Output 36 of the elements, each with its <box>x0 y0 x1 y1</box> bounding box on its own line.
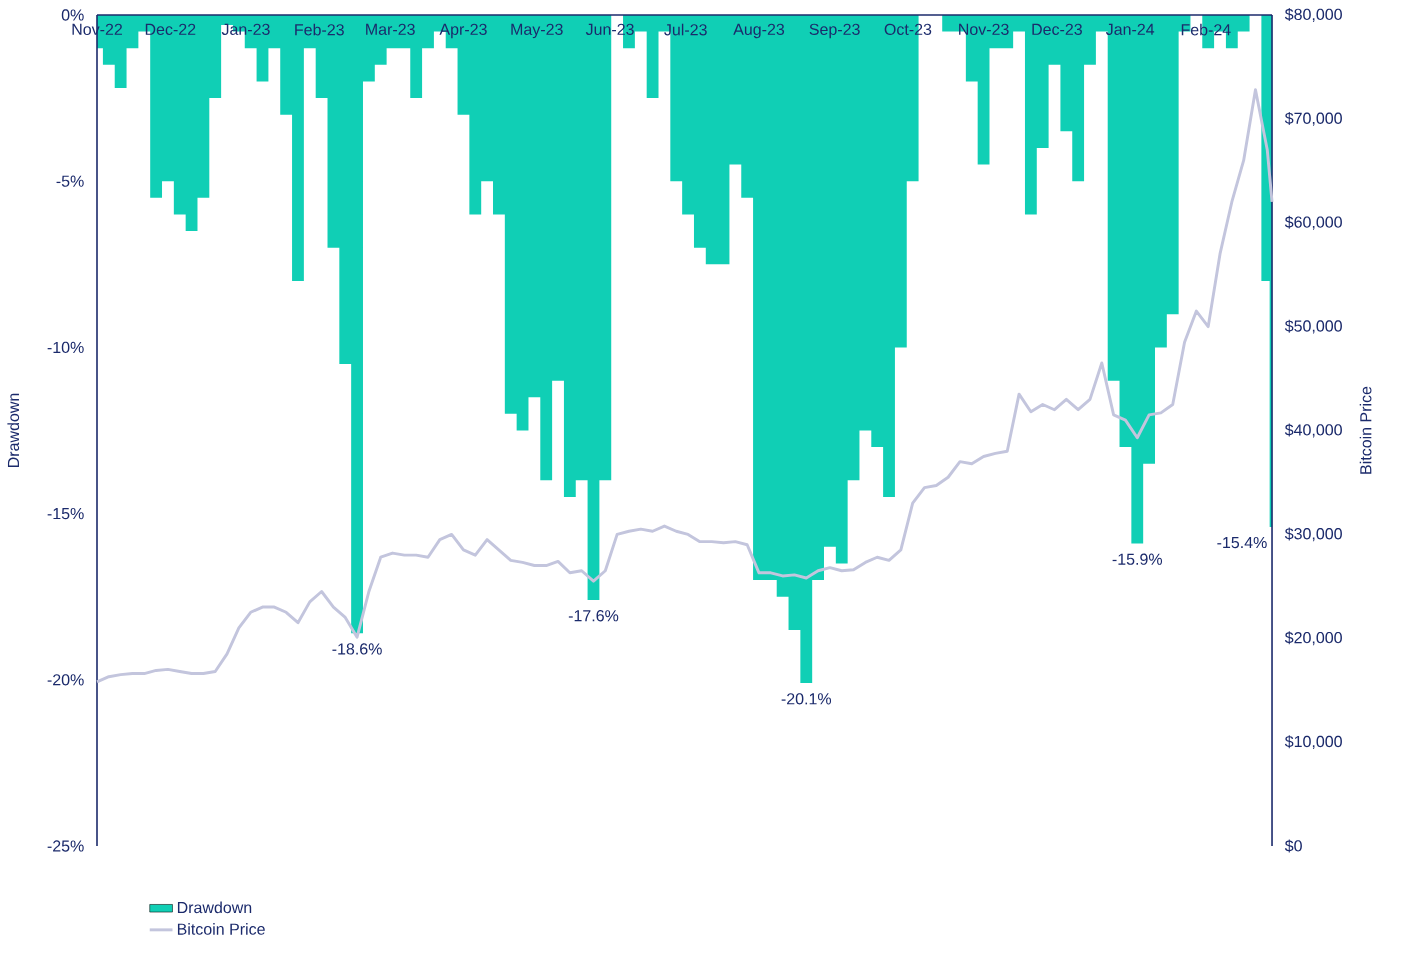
x-tick-label: Feb-23 <box>295 23 344 36</box>
y2-axis-title: Bitcoin Price <box>1359 386 1372 474</box>
x-tick-label: Nov-22 <box>72 23 122 36</box>
y-tick-label: -10% <box>47 341 84 354</box>
x-tick-label: Aug-23 <box>733 23 785 39</box>
y2-tick-label: $10,000 <box>1284 735 1342 750</box>
y2-tick-label: $40,000 <box>1284 423 1342 438</box>
y2-tick-label: $70,000 <box>1284 111 1342 126</box>
y-tick-label: -5% <box>56 175 84 187</box>
y-tick-label: 0% <box>61 9 84 21</box>
y-tick-label: -25% <box>47 840 84 852</box>
annotation: -20.1% <box>781 693 832 705</box>
y2-tick-label: $80,000 <box>1284 8 1342 22</box>
x-tick-label: Nov-23 <box>959 23 1009 36</box>
x-tick-label: Jul-23 <box>664 23 707 36</box>
y-axis-title: Drawdown <box>7 393 20 467</box>
x-tick-label: May-23 <box>511 23 563 39</box>
x-tick-label: Apr-23 <box>439 23 487 39</box>
annotation: -18.6% <box>332 643 382 655</box>
x-tick-label: Dec-22 <box>145 23 196 36</box>
x-tick-label: Jan-24 <box>1105 23 1155 36</box>
x-tick-label: Dec-23 <box>1032 23 1082 36</box>
annotation: -15.4% <box>1217 536 1267 549</box>
y2-tick-label: $20,000 <box>1284 631 1342 646</box>
legend-label: Drawdown <box>177 901 252 914</box>
y2-tick-label: $30,000 <box>1284 527 1342 542</box>
y2-tick-label: $50,000 <box>1284 319 1342 334</box>
y2-tick-label: $60,000 <box>1284 215 1342 230</box>
y2-tick-label: $0 <box>1284 839 1302 853</box>
x-tick-label: Mar-23 <box>366 23 415 36</box>
annotation: -15.9% <box>1112 553 1163 565</box>
y-tick-label: -15% <box>47 507 84 520</box>
annotation: -17.6% <box>568 610 619 622</box>
legend-label: Bitcoin Price <box>177 923 265 935</box>
y-tick-label: -20% <box>47 674 84 686</box>
x-tick-label: Sep-23 <box>809 23 860 39</box>
